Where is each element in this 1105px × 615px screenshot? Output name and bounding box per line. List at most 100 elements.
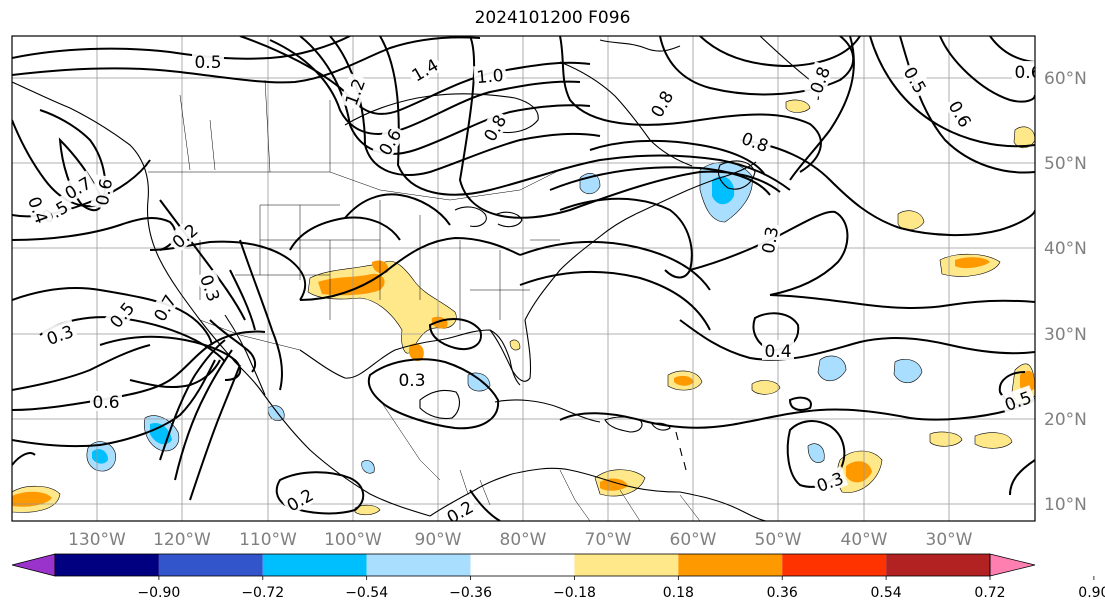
patch-negative — [807, 443, 825, 463]
latitude-label: 40°N — [1044, 239, 1087, 259]
coastline-newfoundland — [717, 160, 756, 190]
colorbar-segment — [574, 554, 679, 576]
contour-line — [329, 36, 601, 176]
patch-positive-core — [600, 478, 628, 491]
contour-line — [559, 397, 1035, 429]
latitude-label: 20°N — [1044, 410, 1087, 430]
colorbar-tick-label: −0.18 — [553, 585, 596, 601]
longitude-label: 130°W — [68, 530, 126, 550]
longitude-label: 110°W — [239, 530, 297, 550]
longitude-label: 80°W — [500, 530, 547, 550]
contour-line — [869, 36, 1035, 148]
contour-line — [1009, 459, 1035, 496]
longitude-label: 30°W — [926, 530, 973, 550]
contour-line — [39, 316, 226, 363]
colorbar-segment — [158, 554, 263, 576]
longitude-label: 90°W — [415, 530, 462, 550]
patch-negative-core — [712, 176, 735, 205]
contour-label-text: 0.3 — [759, 225, 783, 255]
contour-line — [229, 269, 256, 331]
contour-label-text: 0.6 — [92, 393, 119, 413]
contour-line — [12, 36, 481, 84]
patch-positive — [974, 432, 1013, 449]
patch-positive-core — [1020, 370, 1035, 392]
contour-line — [299, 236, 521, 301]
contour-label-text: 0.5 — [194, 53, 221, 73]
coastline-yucatan — [419, 389, 461, 420]
contour-line — [589, 139, 766, 176]
coastline-great-lakes — [454, 206, 523, 228]
colorbar-tick-label: −0.36 — [449, 585, 492, 601]
longitude-label: 100°W — [324, 530, 382, 550]
contour-line — [469, 489, 501, 521]
patch-positive-core — [674, 375, 694, 386]
contour-line — [159, 339, 226, 461]
colorbar-tick-label: −0.72 — [241, 585, 284, 601]
coastline-central-america — [429, 473, 513, 517]
contour-line — [299, 36, 591, 155]
colorbar-tick-label: −0.54 — [345, 585, 388, 601]
patch-positive-core — [955, 257, 990, 269]
contour-line — [559, 36, 822, 173]
colorbar-extend-high — [989, 553, 1036, 577]
contour-line — [699, 36, 861, 68]
longitude-label: 60°W — [670, 530, 717, 550]
contour-labels: 0.5 1.4 1.01.20.80.60.80.50.60.80.70.50.60… — [23, 51, 1041, 521]
contour-label: 1.0 — [473, 63, 507, 88]
coastline-south-america — [511, 467, 767, 521]
contour-line — [12, 452, 36, 466]
colorbar-tick-label: 0.18 — [663, 585, 694, 601]
colorbar-segment — [782, 554, 887, 576]
colorbar-segment — [262, 554, 367, 576]
contour-line — [58, 137, 103, 212]
contour-label-text: 0.6 — [1014, 63, 1041, 83]
longitude-label: 120°W — [153, 530, 211, 550]
contour-label: 0.4 — [762, 340, 794, 362]
contour-line — [174, 349, 233, 481]
patch-positive-core — [846, 461, 872, 483]
contour-line — [275, 471, 365, 515]
contour-label: 0.3 — [41, 319, 79, 350]
longitude-label: 40°W — [841, 530, 888, 550]
map-title: 2024101200 F096 — [474, 8, 631, 28]
coastline-east — [524, 161, 757, 321]
colorbar-tick-label: 0.90 — [1078, 585, 1105, 601]
contour-line — [939, 36, 1035, 103]
political-borders — [148, 79, 701, 521]
contour-line — [367, 358, 500, 430]
contour-label: 0.6 — [90, 391, 122, 413]
longitude-ticks: 130°W 120°W 110°W 100°W 90°W 80°W 70°W 60°W 50°W… — [68, 530, 973, 550]
contour-line — [689, 210, 849, 296]
colorbar-tick-label: 0.36 — [767, 585, 798, 601]
contour-line — [239, 239, 283, 391]
contour-label-text: 0.6 — [93, 177, 117, 207]
colorbar-segment — [886, 554, 990, 576]
map-panel: 0.5 1.4 1.01.20.80.60.80.50.60.80.70.50.60… — [12, 36, 1041, 521]
contour-line — [788, 396, 812, 411]
contour-line — [769, 294, 1035, 309]
patch-negative-core — [92, 449, 108, 464]
contour-line — [519, 240, 711, 291]
colorbar-segment — [678, 554, 783, 576]
colorbar-segment — [55, 554, 159, 576]
contour-line — [209, 319, 257, 373]
contour-label: 0.6 — [90, 174, 117, 210]
map-frame — [11, 35, 1036, 522]
coastline-florida — [489, 319, 532, 382]
latitude-label: 50°N — [1044, 154, 1087, 174]
latitude-label: 30°N — [1044, 325, 1087, 345]
contour-line — [12, 359, 216, 448]
coastline-baja — [224, 314, 266, 396]
coastline-cuba — [494, 399, 601, 423]
latitude-label: 60°N — [1044, 69, 1087, 89]
contour-line — [12, 344, 151, 391]
contour-label-text: 0.3 — [398, 371, 425, 391]
contour-label-text: 0.4 — [764, 342, 791, 362]
contour-line — [679, 319, 1035, 361]
coastline-gulf — [299, 329, 521, 386]
contour-line — [12, 330, 266, 411]
patch-positive — [509, 339, 521, 351]
colorbar-extend-low — [11, 553, 56, 577]
coastline-arctic-islands — [599, 39, 681, 52]
latitude-ticks: 60°N 50°N 40°N 30°N 20°N 10°N — [1044, 69, 1087, 515]
